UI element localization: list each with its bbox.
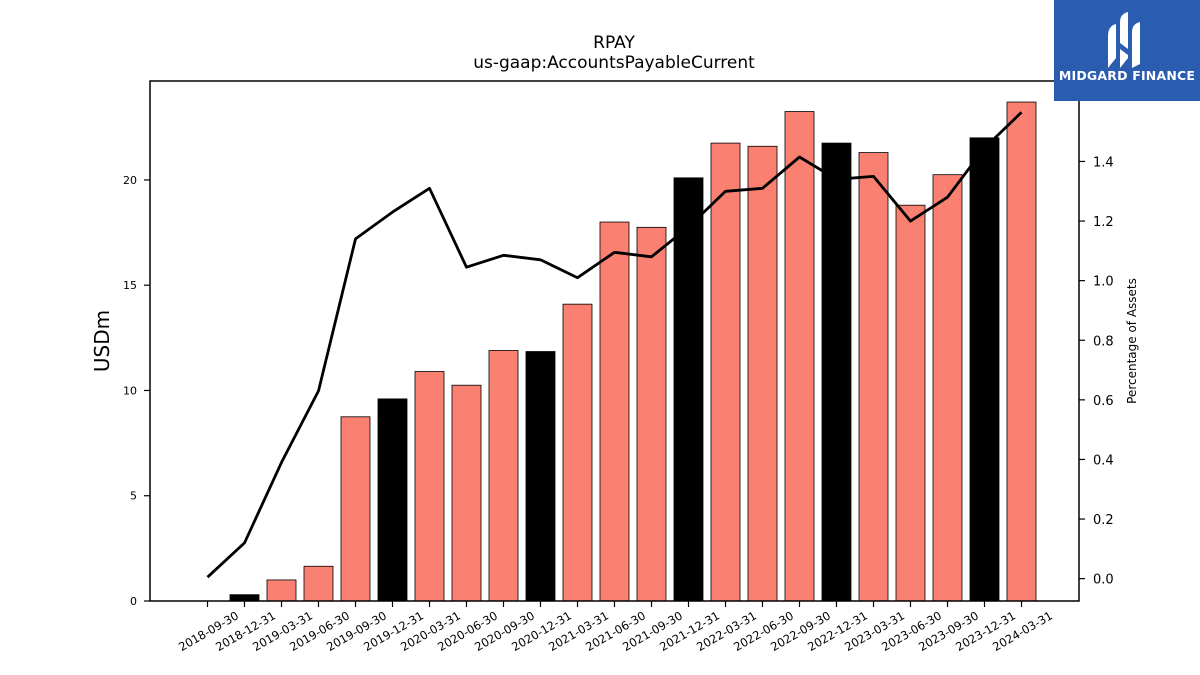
y2-tick-label: 0.2 bbox=[1093, 513, 1114, 528]
bar-2019-03-31 bbox=[266, 579, 297, 602]
bar-2022-03-31 bbox=[710, 142, 741, 602]
bar-2022-06-30 bbox=[747, 145, 778, 602]
bar-2020-03-31 bbox=[414, 371, 445, 602]
midgard-finance-logo-icon bbox=[1108, 12, 1140, 68]
y-tick-label: 15 bbox=[123, 279, 137, 292]
x-axis: 2018-09-302018-12-312019-03-312019-06-30… bbox=[176, 601, 1055, 654]
y-tick-label: 20 bbox=[123, 174, 137, 187]
bar-2023-06-30 bbox=[895, 204, 926, 602]
y2-tick-label: 0.8 bbox=[1093, 334, 1114, 349]
y-tick-label: 10 bbox=[123, 384, 137, 397]
bar-2021-12-31 bbox=[673, 177, 704, 602]
y2-tick-label: 1.4 bbox=[1093, 155, 1114, 170]
bar-2021-09-30 bbox=[636, 226, 667, 602]
bar-2021-06-30 bbox=[599, 221, 630, 602]
bar-2019-09-30 bbox=[340, 416, 371, 602]
y-axis-right: 0.0 0.2 0.4 0.6 0.8 1.0 1.2 1.4 bbox=[1079, 155, 1114, 588]
chart-subtitle: us-gaap:AccountsPayableCurrent bbox=[473, 53, 755, 73]
y-axis-left: 0 5 10 15 20 bbox=[123, 174, 150, 608]
y2-tick-label: 0.6 bbox=[1093, 394, 1114, 409]
bars-group bbox=[229, 101, 1037, 602]
y2-tick-label: 0.0 bbox=[1093, 573, 1114, 588]
y2-tick-label: 1.2 bbox=[1093, 215, 1114, 230]
bar-2019-06-30 bbox=[303, 565, 334, 602]
bar-2020-09-30 bbox=[488, 350, 519, 602]
bar-2022-09-30 bbox=[784, 111, 815, 602]
bar-2024-03-31 bbox=[1006, 101, 1037, 602]
bar-2023-12-31 bbox=[969, 137, 1000, 602]
bar-2019-12-31 bbox=[377, 398, 408, 602]
bar-2023-03-31 bbox=[858, 152, 889, 602]
bar-2021-03-31 bbox=[562, 303, 593, 602]
bar-2020-12-31 bbox=[525, 351, 556, 602]
bar-2022-12-31 bbox=[821, 142, 852, 602]
series-line bbox=[206, 111, 1023, 579]
line-layer bbox=[206, 111, 1023, 579]
y2-tick-label: 1.0 bbox=[1093, 275, 1114, 290]
bar-2018-12-31 bbox=[229, 594, 260, 602]
y-axis-label: USDm bbox=[90, 310, 114, 372]
y-tick-label: 5 bbox=[130, 490, 137, 503]
bar-2020-06-30 bbox=[451, 384, 482, 602]
y-tick-label: 0 bbox=[130, 595, 137, 608]
bar-2023-09-30 bbox=[932, 174, 963, 602]
y2-tick-label: 0.4 bbox=[1093, 453, 1114, 468]
chart-title: RPAY bbox=[593, 33, 635, 53]
y2-axis-label: Percentage of Assets bbox=[1125, 278, 1139, 404]
brand-logo-text: MIDGARD FINANCE bbox=[1058, 68, 1196, 83]
